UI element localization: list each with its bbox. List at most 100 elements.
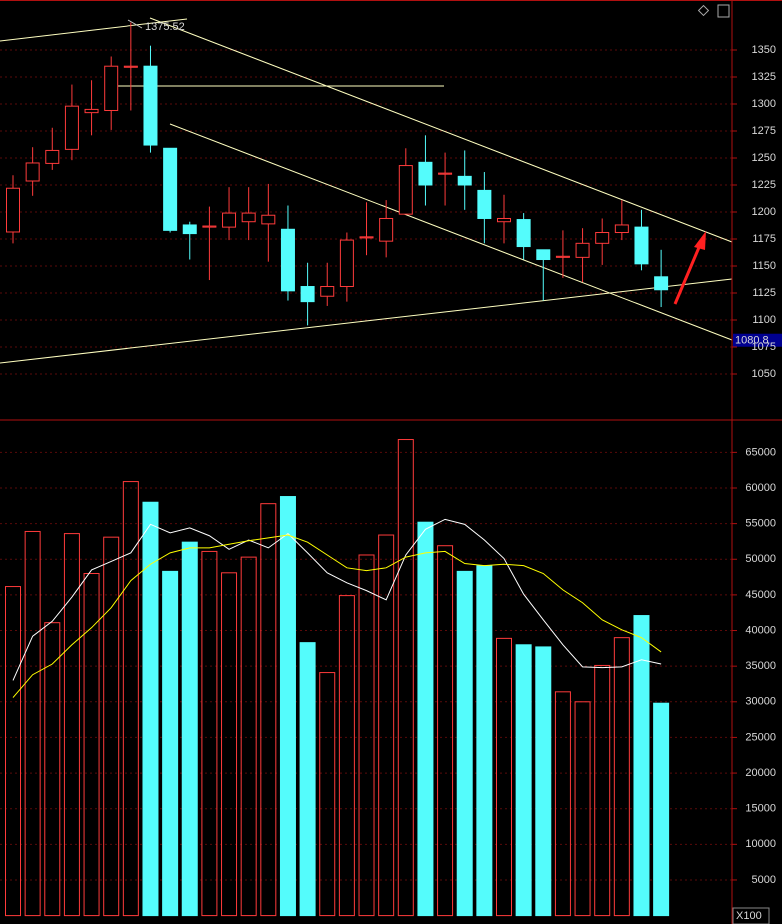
volume-bar — [299, 642, 316, 917]
volume-bar — [397, 439, 414, 917]
y-tick-label: 20000 — [745, 767, 776, 779]
moving-average-line — [12, 534, 662, 698]
moving-average-line — [12, 518, 662, 681]
volume-bar — [221, 572, 238, 917]
candle-body — [261, 214, 276, 225]
volume-bar — [613, 637, 630, 917]
y-tick-label: 1100 — [752, 314, 776, 326]
candle-body — [457, 175, 472, 186]
y-tick-label: 40000 — [745, 624, 776, 636]
candle-body — [163, 147, 178, 231]
candle-body — [222, 212, 237, 228]
volume-bar — [358, 554, 375, 917]
candle-body — [516, 219, 531, 248]
y-tick-label: 1200 — [752, 206, 776, 218]
volume-bar — [378, 534, 395, 917]
volume-bar — [5, 586, 21, 917]
y-tick-label: 10000 — [745, 838, 776, 850]
volume-bar — [24, 530, 41, 917]
y-tick-label: 25000 — [745, 731, 776, 743]
candle-body — [123, 65, 138, 68]
volume-bar — [181, 541, 198, 917]
volume-bar — [456, 570, 473, 917]
high-annotation: 1375.52 — [145, 21, 185, 33]
volume-bar — [240, 556, 257, 917]
volume-bar — [633, 615, 650, 917]
candle-body — [438, 172, 453, 175]
candle-body — [398, 165, 413, 215]
y-tick-label: 1050 — [752, 368, 776, 380]
volume-bar — [63, 533, 80, 917]
toolbar — [697, 4, 730, 18]
candle-body — [477, 189, 492, 219]
unit-box — [732, 907, 770, 924]
y-tick-label: 65000 — [745, 446, 776, 458]
y-tick-label: 1150 — [752, 260, 776, 272]
candle-body — [300, 286, 315, 303]
trend-line — [169, 123, 733, 341]
candle-body — [595, 232, 610, 244]
volume-bar — [122, 481, 139, 917]
volume-bar — [338, 595, 355, 917]
candle-body — [280, 228, 295, 292]
volume-bar — [162, 570, 179, 917]
y-tick-label: 15000 — [745, 803, 776, 815]
trend-line — [149, 17, 733, 243]
diamond-icon[interactable] — [697, 4, 710, 17]
volume-bar — [260, 503, 277, 917]
candle-body — [104, 65, 119, 111]
volume-bar — [535, 646, 552, 917]
trend-line — [0, 278, 733, 364]
volume-bar — [515, 644, 532, 917]
y-tick-label: 45000 — [745, 589, 776, 601]
volume-bar — [142, 501, 159, 917]
y-tick-label: 1075 — [752, 341, 776, 353]
volume-bar — [83, 573, 100, 917]
trend-lines — [0, 17, 733, 364]
candle-body — [497, 217, 511, 223]
y-tick-label: 1250 — [752, 152, 776, 164]
marks-layer — [5, 22, 670, 917]
y-tick-label: 50000 — [745, 553, 776, 565]
volume-bar — [44, 622, 61, 917]
y-tick-label: 35000 — [745, 660, 776, 672]
window-icon[interactable] — [717, 4, 730, 18]
candle-body — [614, 224, 629, 234]
y-tick-label: 1350 — [752, 44, 776, 56]
candle-body — [654, 276, 669, 291]
volume-bar — [594, 664, 611, 917]
candle-body — [45, 149, 60, 164]
candle-body — [418, 161, 433, 186]
volume-bar — [279, 496, 296, 917]
volume-bar — [574, 701, 591, 917]
volume-bar — [417, 521, 434, 917]
volume-bar — [319, 672, 336, 917]
arrow-head — [694, 231, 706, 250]
volume-bar — [653, 702, 670, 917]
candle-body — [634, 226, 649, 265]
candle-body — [143, 65, 158, 146]
volume-bar — [201, 550, 218, 917]
volume-bar — [437, 545, 454, 917]
y-tick-label: 5000 — [752, 874, 776, 886]
candle-body — [84, 108, 99, 114]
candle-body — [202, 225, 217, 228]
y-tick-label: 30000 — [745, 696, 776, 708]
y-tick-label: 1275 — [752, 125, 776, 137]
candle-body — [536, 249, 551, 261]
candle-body — [320, 286, 335, 297]
y-tick-label: 1125 — [752, 287, 776, 299]
last-price-box — [733, 333, 782, 347]
candle-body — [241, 212, 256, 223]
arrow-shaft — [673, 244, 702, 305]
volume-bar — [496, 637, 512, 917]
candle-body — [555, 255, 570, 258]
y-tick-label: 55000 — [745, 518, 776, 530]
candle-body — [64, 105, 79, 150]
candle-body — [25, 162, 40, 182]
last-price-label: 1080.8 — [735, 335, 769, 347]
trend-line — [0, 18, 188, 42]
volume-bar — [476, 565, 493, 917]
volume-bar — [103, 536, 120, 917]
